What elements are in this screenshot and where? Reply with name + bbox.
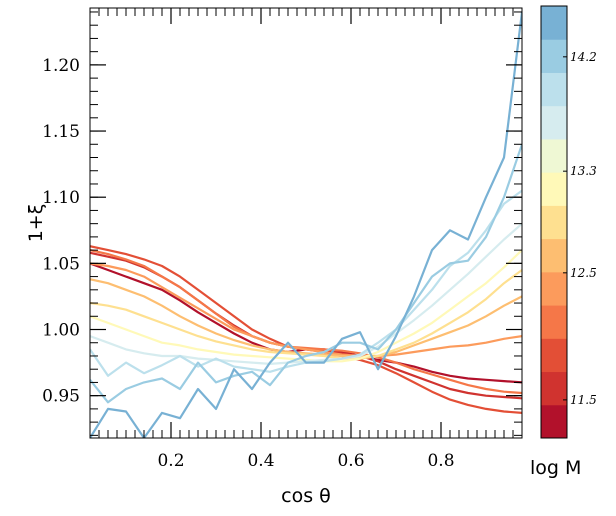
y-tick-label: 1.15: [42, 122, 80, 142]
colorbar-tick-label: 12.5: [570, 266, 597, 280]
y-tick-label: 1.10: [42, 188, 80, 208]
colorbar-segment: [541, 271, 567, 306]
series-line-4: [90, 249, 522, 395]
series-layer: [90, 11, 522, 438]
colorbar: [541, 6, 567, 439]
colorbar-tick-label: 11.5: [570, 393, 597, 407]
colorbar-segment: [541, 6, 567, 40]
plot-area: [90, 8, 522, 438]
colorbar-segment: [541, 238, 567, 273]
x-tick-label: 0.8: [427, 451, 454, 471]
series-line-12: [90, 11, 522, 438]
colorbar-label: log M: [530, 457, 581, 479]
colorbar-segment: [541, 371, 567, 406]
series-line-7: [90, 269, 522, 360]
series-line-11: [90, 143, 522, 404]
y-axis-label: 1+ξ: [25, 204, 47, 243]
colorbar-ticks: 11.5 12.5 13.3 14.2: [563, 50, 597, 407]
colorbar-segment: [541, 205, 567, 240]
x-tick-label: 0.4: [247, 451, 274, 471]
colorbar-segment: [541, 305, 567, 339]
colorbar-segment: [541, 39, 567, 73]
x-tick-label: 0.6: [337, 451, 364, 471]
colorbar-segment: [541, 172, 567, 206]
colorbar-segment: [541, 105, 567, 140]
y-tick-label: 1.20: [42, 56, 80, 76]
series-line-8: [90, 249, 522, 363]
colorbar-frame: [540, 5, 568, 439]
series-line-5: [90, 262, 522, 358]
y-tick-label: 1.05: [42, 254, 80, 274]
y-tick-labels: 0.95 1.00 1.05 1.10 1.15 1.20: [42, 56, 80, 407]
x-tick-label: 0.2: [157, 451, 184, 471]
plot-frame: [89, 7, 523, 439]
y-tick-label: 0.95: [42, 387, 80, 407]
x-axis-label: cos θ: [281, 485, 331, 507]
colorbar-segment: [541, 338, 567, 373]
colorbar-tick-label: 13.3: [570, 164, 597, 178]
colorbar-segment: [541, 138, 567, 173]
y-tick-label: 1.00: [42, 321, 80, 341]
colorbar-segment: [541, 404, 567, 439]
series-line-6: [90, 278, 522, 359]
major-ticks: [90, 8, 522, 438]
colorbar-tick-label: 14.2: [570, 50, 597, 64]
x-tick-labels: 0.2 0.4 0.6 0.8: [157, 451, 454, 471]
colorbar-segment: [541, 72, 567, 107]
